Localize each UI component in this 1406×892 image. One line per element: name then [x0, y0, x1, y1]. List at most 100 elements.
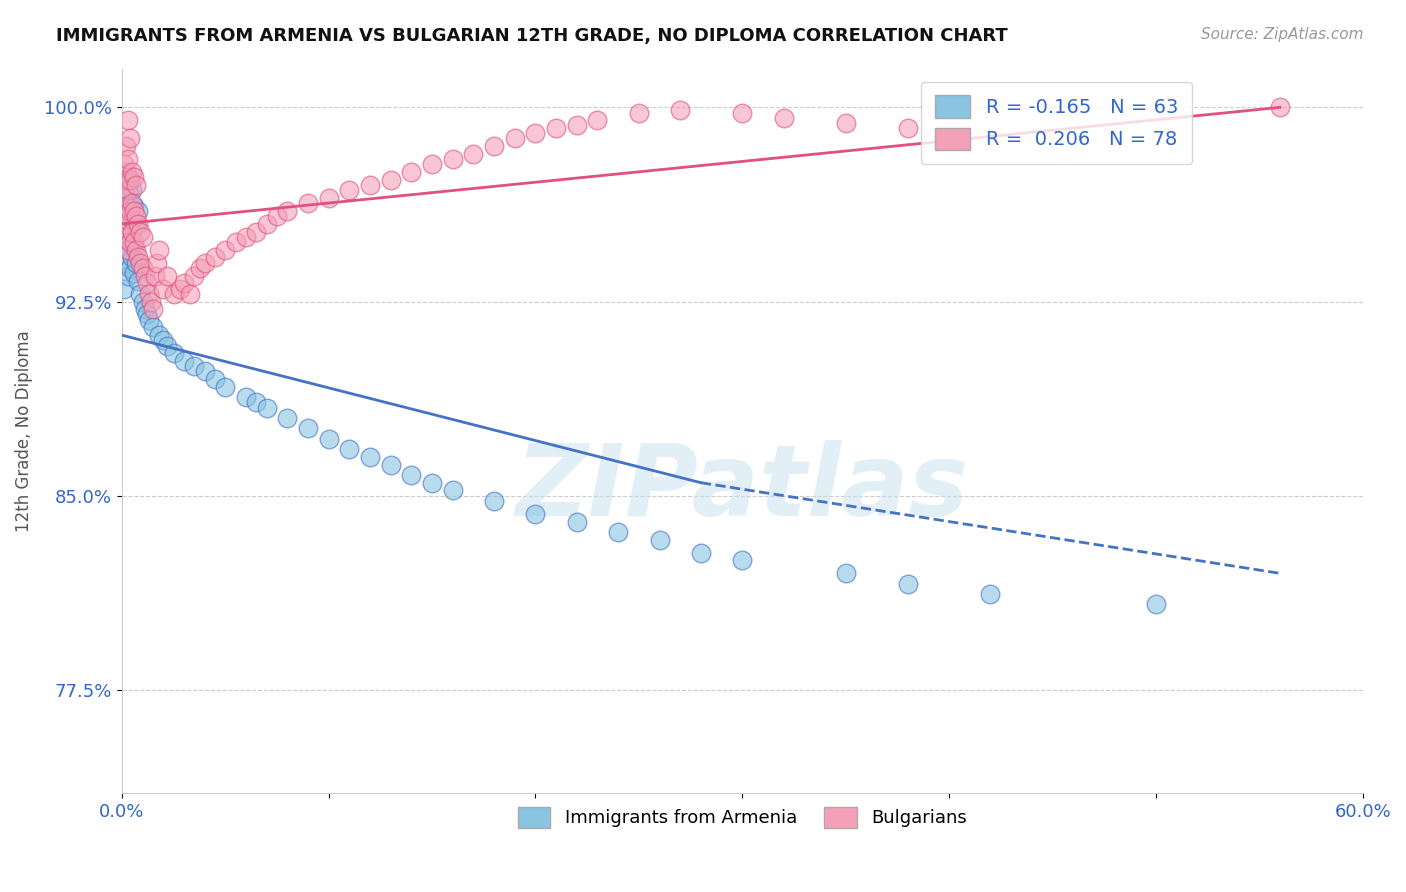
Point [125, 217, 148, 231]
Point [235, 390, 257, 404]
Point [627, 105, 650, 120]
Point [112, 281, 135, 295]
Point [120, 260, 142, 275]
Point [138, 286, 160, 301]
Point [420, 475, 443, 490]
Point [115, 139, 138, 153]
Point [337, 183, 360, 197]
Point [129, 286, 152, 301]
Point [772, 111, 794, 125]
Point [524, 507, 547, 521]
Point [318, 432, 340, 446]
Point [169, 281, 191, 295]
Point [204, 251, 226, 265]
Point [142, 320, 165, 334]
Point [225, 235, 247, 249]
Point [156, 338, 179, 352]
Point [897, 576, 920, 591]
Point [122, 240, 145, 254]
Point [420, 157, 443, 171]
Point [131, 229, 153, 244]
Point [135, 308, 157, 322]
Point [120, 196, 142, 211]
Point [565, 515, 588, 529]
Point [146, 255, 169, 269]
Point [689, 546, 711, 560]
Point [152, 334, 174, 348]
Point [297, 421, 319, 435]
Point [152, 281, 174, 295]
Point [834, 116, 856, 130]
Point [524, 126, 547, 140]
Point [112, 217, 135, 231]
Point [120, 235, 142, 249]
Point [117, 209, 139, 223]
Point [190, 260, 212, 275]
Point [297, 196, 319, 211]
Text: ZIPatlas: ZIPatlas [516, 441, 969, 537]
Point [401, 165, 423, 179]
Point [131, 294, 153, 309]
Point [214, 380, 236, 394]
Point [112, 203, 135, 218]
Point [897, 121, 920, 136]
Point [117, 268, 139, 283]
Point [503, 131, 526, 145]
Point [115, 199, 138, 213]
Point [482, 493, 505, 508]
Point [245, 395, 267, 409]
Point [586, 113, 609, 128]
Point [138, 312, 160, 326]
Point [112, 229, 135, 244]
Point [156, 268, 179, 283]
Point [193, 255, 215, 269]
Point [121, 196, 143, 211]
Point [112, 157, 135, 171]
Point [834, 566, 856, 581]
Point [115, 229, 138, 244]
Point [115, 191, 138, 205]
Point [112, 183, 135, 197]
Point [648, 533, 671, 547]
Point [173, 354, 195, 368]
Point [120, 131, 142, 145]
Point [115, 255, 138, 269]
Point [1268, 100, 1291, 114]
Point [359, 450, 381, 464]
Point [380, 458, 402, 472]
Point [1144, 598, 1167, 612]
Point [979, 587, 1001, 601]
Point [122, 266, 145, 280]
Text: IMMIGRANTS FROM ARMENIA VS BULGARIAN 12TH GRADE, NO DIPLOMA CORRELATION CHART: IMMIGRANTS FROM ARMENIA VS BULGARIAN 12T… [56, 27, 1008, 45]
Point [122, 235, 145, 249]
Point [127, 203, 149, 218]
Point [142, 302, 165, 317]
Point [401, 467, 423, 482]
Point [117, 209, 139, 223]
Point [121, 225, 143, 239]
Point [380, 173, 402, 187]
Point [134, 268, 156, 283]
Point [214, 243, 236, 257]
Point [318, 191, 340, 205]
Point [162, 346, 184, 360]
Point [731, 553, 754, 567]
Point [117, 243, 139, 257]
Y-axis label: 12th Grade, No Diploma: 12th Grade, No Diploma [15, 330, 32, 532]
Point [121, 225, 143, 239]
Legend: Immigrants from Armenia, Bulgarians: Immigrants from Armenia, Bulgarians [510, 800, 974, 835]
Point [607, 524, 630, 539]
Point [245, 225, 267, 239]
Point [125, 243, 148, 257]
Point [129, 225, 152, 239]
Point [179, 286, 201, 301]
Point [117, 243, 139, 257]
Point [117, 183, 139, 197]
Point [359, 178, 381, 192]
Point [731, 105, 754, 120]
Point [120, 173, 142, 187]
Point [121, 251, 143, 265]
Point [482, 139, 505, 153]
Point [266, 209, 288, 223]
Point [204, 372, 226, 386]
